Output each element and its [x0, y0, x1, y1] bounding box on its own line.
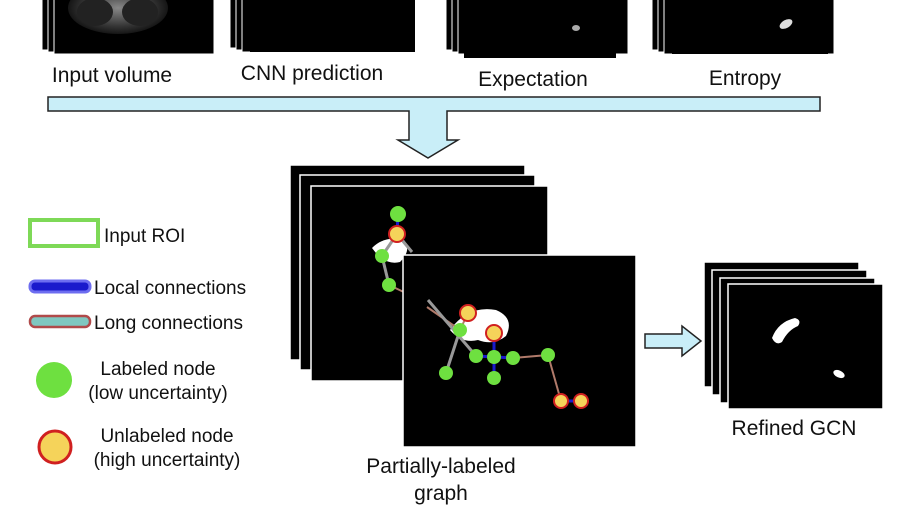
refined-small-blob: [833, 369, 845, 379]
refined-gcn-label: Refined GCN: [732, 417, 857, 440]
input-volume-label: Input volume: [52, 64, 172, 87]
legend-labeled-swatch: [36, 362, 72, 398]
refined-segmentation-blob: [772, 318, 800, 344]
entropy-stack: [651, 0, 835, 55]
legend-long-label: Long connections: [94, 313, 243, 334]
entropy-blob: [779, 19, 793, 29]
refine-arrow: [644, 324, 703, 358]
cnn-prediction-label: CNN prediction: [241, 62, 383, 85]
merge-arrow: [47, 96, 821, 159]
legend-labeled-line2: (low uncertainty): [88, 383, 227, 404]
legend-unlabeled-line1: Unlabeled node: [100, 426, 233, 447]
input-volume-stack: [41, 0, 215, 55]
graph-front-panel: [402, 254, 637, 448]
expectation-stack: [445, 0, 629, 58]
cnn-prediction-stack: [229, 0, 415, 53]
refined-gcn-stack: [703, 261, 884, 410]
graph-label-line2: graph: [414, 482, 468, 505]
ct-slice-image: [68, 0, 168, 34]
legend-unlabeled-line2: (high uncertainty): [94, 450, 241, 471]
graph-label-line1: Partially-labeled: [366, 455, 515, 478]
legend-local-swatch: [28, 279, 92, 294]
entropy-label: Entropy: [709, 67, 782, 90]
legend-roi-swatch: [28, 218, 100, 248]
legend: Input ROI Local connections Long connect…: [28, 218, 246, 471]
legend-unlabeled-swatch: [37, 429, 73, 465]
legend-labeled-line1: Labeled node: [100, 359, 215, 380]
expectation-label: Expectation: [478, 68, 588, 91]
legend-local-label: Local connections: [94, 278, 246, 299]
expectation-blob: [572, 25, 580, 31]
legend-roi-label: Input ROI: [104, 226, 185, 247]
legend-long-swatch: [28, 314, 92, 329]
